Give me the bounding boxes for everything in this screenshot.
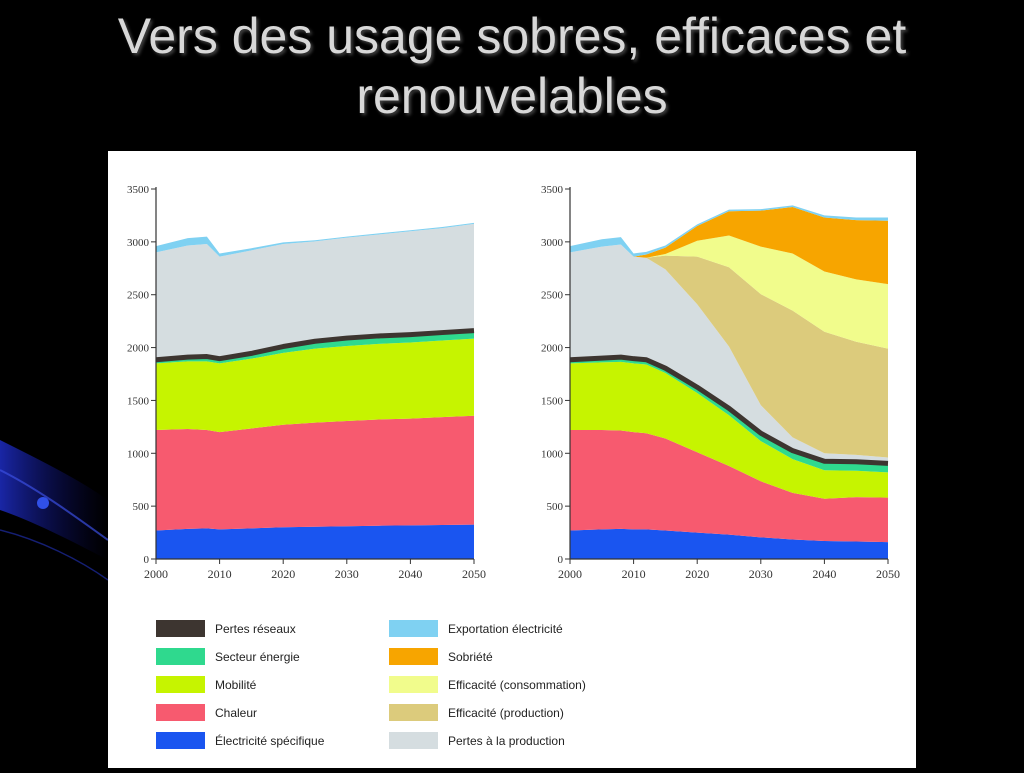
y-tick-label: 2500 — [127, 290, 150, 302]
legend-swatch-pertes_reseaux — [156, 620, 205, 637]
y-tick-label: 1500 — [127, 395, 150, 407]
y-tick-label: 3000 — [127, 237, 150, 249]
figure-panel: 0 500 1000 1500 2000 2500 3000 3500 2000 2010 2020… — [108, 151, 916, 768]
area-pertes_reseaux — [155, 328, 475, 363]
y-tick-label: 2000 — [541, 343, 564, 355]
y-tick-label: 1500 — [541, 395, 564, 407]
y-tick-label: 500 — [133, 501, 150, 513]
y-tick-label: 0 — [558, 554, 564, 566]
x-tick-label: 2050 — [462, 567, 486, 581]
area-chaleur — [570, 430, 888, 543]
x-tick-label: 2010 — [622, 567, 646, 581]
y-tick-label: 3500 — [541, 184, 564, 196]
figure-svg: 0 500 1000 1500 2000 2500 3000 3500 2000 2010 2020… — [127, 184, 900, 749]
legend-swatch-secteur_energie — [156, 648, 205, 665]
y-tick-label: 500 — [547, 501, 564, 513]
legend-label-electricite_specifique: Électricité spécifique — [215, 733, 325, 748]
x-tick-label: 2040 — [398, 567, 422, 581]
legend-swatch-sobriete — [389, 648, 438, 665]
chart-left: 0 500 1000 1500 2000 2500 3000 3500 2000 2010 2020… — [127, 184, 486, 581]
area-electricite_specifique — [156, 524, 474, 559]
area-mobilite — [156, 338, 474, 433]
legend-swatch-exportation_electricite — [389, 620, 438, 637]
legend-label-chaleur: Chaleur — [215, 706, 257, 720]
y-tick-label: 1000 — [127, 448, 150, 460]
y-tick-label: 2000 — [127, 343, 150, 355]
y-tick-label: 3500 — [127, 184, 150, 196]
legend-swatch-chaleur — [156, 704, 205, 721]
legend-label-exportation_electricite: Exportation électricité — [448, 622, 563, 636]
legend-swatch-efficacite_consommation — [389, 676, 438, 693]
y-tick-label: 2500 — [541, 290, 564, 302]
x-tick-label: 2020 — [685, 567, 709, 581]
y-tick-label: 0 — [144, 554, 150, 566]
legend-label-mobilite: Mobilité — [215, 678, 257, 692]
legend-swatch-electricite_specifique — [156, 732, 205, 749]
area-efficacite_production — [570, 244, 888, 458]
area-electricite_specifique — [570, 528, 888, 559]
legend-label-efficacite_production: Efficacité (production) — [448, 706, 564, 720]
x-tick-label: 2040 — [812, 567, 836, 581]
slide-title: Vers des usage sobres, efficaces et reno… — [0, 6, 1024, 126]
slide-title-line-1: Vers des usage sobres, efficaces et — [117, 8, 907, 64]
legend: Pertes réseaux Secteur énergie Mobilité Cha… — [156, 620, 586, 749]
area-sobriete — [570, 206, 888, 285]
chart-right: 0 500 1000 1500 2000 2500 3000 3500 2000 2010 2020… — [541, 184, 900, 581]
area-pertes_production — [156, 223, 474, 359]
area-secteur_energie — [156, 332, 474, 364]
area-pertes_reseaux — [569, 354, 889, 466]
x-tick-label: 2000 — [558, 567, 582, 581]
legend-swatch-efficacite_production — [389, 704, 438, 721]
x-tick-label: 2000 — [144, 567, 168, 581]
area-mobilite — [570, 361, 888, 499]
x-tick-label: 2010 — [208, 567, 232, 581]
y-tick-label: 1000 — [541, 448, 564, 460]
legend-label-pertes_production: Pertes à la production — [448, 734, 565, 748]
legend-swatch-mobilite — [156, 676, 205, 693]
y-tick-label: 3000 — [541, 237, 564, 249]
area-efficacite_consommation — [570, 235, 888, 349]
x-tick-label: 2030 — [749, 567, 773, 581]
legend-swatch-pertes_production — [389, 732, 438, 749]
legend-label-efficacite_consommation: Efficacité (consommation) — [448, 678, 586, 692]
legend-label-secteur_energie: Secteur énergie — [215, 650, 300, 664]
area-chaleur — [156, 415, 474, 531]
area-pertes_production — [570, 244, 888, 462]
x-tick-label: 2020 — [271, 567, 295, 581]
legend-label-sobriete: Sobriété — [448, 650, 493, 664]
x-tick-label: 2050 — [876, 567, 900, 581]
slide-title-line-2: renouvelables — [356, 68, 668, 124]
x-tick-label: 2030 — [335, 567, 359, 581]
legend-label-pertes_reseaux: Pertes réseaux — [215, 622, 296, 636]
